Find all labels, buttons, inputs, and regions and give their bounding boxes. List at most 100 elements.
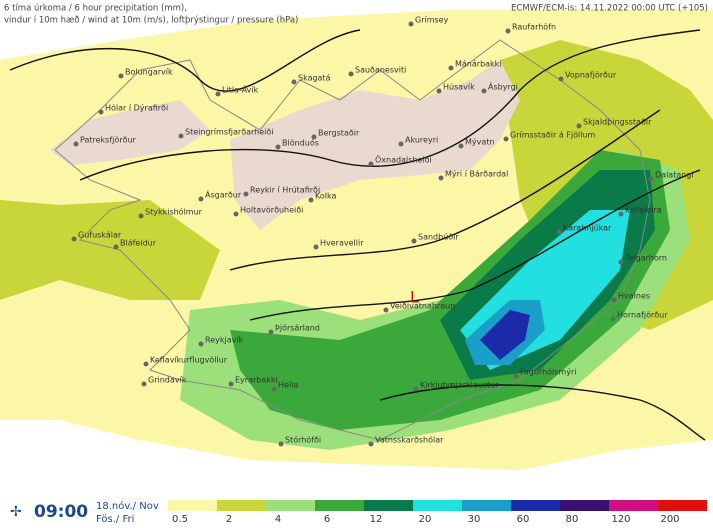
station-label: Bergstaðir (318, 129, 360, 138)
station-label: Stykkishólmur (145, 207, 203, 217)
station-dot (398, 141, 404, 147)
station-label: Reykir í Hrútafirði (250, 186, 320, 195)
low-pressure: L (410, 288, 419, 307)
station-dot (438, 175, 444, 181)
legend-label: 200 (660, 514, 679, 525)
station-label: Reykjavík (205, 336, 244, 345)
station-label: Keflavíkurflugvöllur (150, 356, 228, 365)
color-swatch (413, 500, 462, 511)
station-label: Grímsey (415, 16, 449, 25)
isobars (9, 29, 706, 441)
station-label: Skagatá (298, 74, 331, 83)
stations: Grímsey Raufarhöfn Bolungarvík Sauðanesviti… (71, 16, 694, 447)
station-dot (215, 91, 221, 97)
station-label: Blönduós (282, 138, 319, 148)
station-label: Litla-Ávík (222, 84, 259, 95)
station-dot (198, 196, 204, 202)
station-dot (271, 386, 277, 392)
station-dot (458, 143, 464, 149)
station-dot (138, 213, 144, 219)
station-label: Ásbyrgi (488, 81, 518, 92)
legend-label: 30 (468, 514, 481, 525)
station-dot (311, 134, 317, 140)
station-label: Kollaleira (625, 206, 662, 215)
colorbar: 0.5 2 4 6 12 20 30 60 80 120 200 (168, 500, 707, 525)
color-swatch (462, 500, 511, 511)
station-label: Hveravellir (320, 239, 364, 248)
station-label: Hornafjörður (617, 311, 668, 320)
color-swatch (658, 500, 707, 511)
station-label: Eyrarbakki (235, 376, 278, 385)
station-dot (611, 297, 617, 303)
station-dot (610, 316, 616, 322)
station-dot (198, 341, 204, 347)
station-label: Steingrímsfjarðarheiði (185, 128, 274, 137)
color-swatch (217, 500, 266, 511)
station-dot (98, 109, 104, 115)
legend-label: 0.5 (172, 514, 188, 525)
legend-label: 12 (370, 514, 383, 525)
station-dot (408, 21, 414, 27)
station-label: Bláfeldur (120, 239, 157, 248)
station-label: Kirkjubæjarklaustur (420, 381, 499, 390)
coastline (54, 39, 651, 441)
station-label: Hella (278, 381, 298, 390)
station-dot (368, 161, 374, 167)
icon: ✢ (10, 504, 22, 520)
station-dot (618, 211, 624, 217)
station-dot (243, 191, 249, 197)
station-dot (556, 229, 562, 235)
station-label: Sauðanesviti (355, 66, 406, 75)
station-label: Hólar í Dýrafirði (105, 103, 168, 113)
station-label: Holtavörðuheiði (240, 206, 303, 215)
legend-label: 20 (419, 514, 432, 525)
station-label: Kárahnjúkar (563, 224, 612, 233)
station-dot (141, 381, 147, 387)
legend-label: 2 (226, 514, 232, 525)
station-dot (268, 329, 274, 335)
station-label: Mánárbakki (455, 60, 502, 69)
station-dot (228, 381, 234, 387)
station-dot (73, 141, 79, 147)
color-swatch (560, 500, 609, 511)
precip-field (0, 10, 713, 470)
station-dot (233, 211, 239, 217)
station-label: Kolka (315, 192, 336, 201)
station-dot (275, 144, 281, 150)
station-dot (448, 65, 454, 71)
model-run: ECMWF/ECM-is: 14.11.2022 00:00 UTC (+105… (511, 4, 708, 14)
color-swatch (511, 500, 560, 511)
station-dot (291, 79, 297, 85)
station-label: Grindavík (148, 376, 187, 385)
station-label: Patreksfjörður (80, 136, 137, 145)
station-label: Vatnsskarðshólar (375, 435, 444, 445)
station-dot (278, 441, 284, 447)
date: 18.nóv./ Nov (96, 500, 159, 512)
station-label: Hvalnes (618, 292, 650, 301)
station-label: Húsavík (443, 83, 475, 92)
station-label: Fagurhólsmýri (520, 367, 576, 377)
station-dot (413, 386, 419, 392)
station-dot (481, 88, 487, 94)
color-swatch (168, 500, 217, 511)
station-dot (178, 133, 184, 139)
station-dot (648, 176, 654, 182)
station-label: Veiðivatnahraun (390, 302, 455, 311)
station-label: Skjaldþingsstaðir (583, 118, 652, 127)
station-dot (513, 373, 519, 379)
station-dot (313, 244, 319, 250)
station-dot (503, 136, 509, 142)
color-swatch (609, 500, 658, 511)
header-line: vindur í 10m hæð / wind at 10m (m/s), lo… (4, 16, 298, 26)
time: 09:00 (34, 502, 88, 522)
station-label: Mýri í Bárðardal (445, 170, 508, 179)
station-dot (436, 88, 442, 94)
station-dot (143, 361, 149, 367)
station-dot (71, 236, 77, 242)
station-dot (411, 238, 417, 244)
header-line: 6 tíma úrkoma / 6 hour precipitation (mm… (4, 4, 187, 14)
legend-label: 60 (517, 514, 530, 525)
color-swatch (364, 500, 413, 511)
station-label: Grímsstaðir á Fjöllum (510, 131, 596, 140)
legend-label: 120 (611, 514, 630, 525)
